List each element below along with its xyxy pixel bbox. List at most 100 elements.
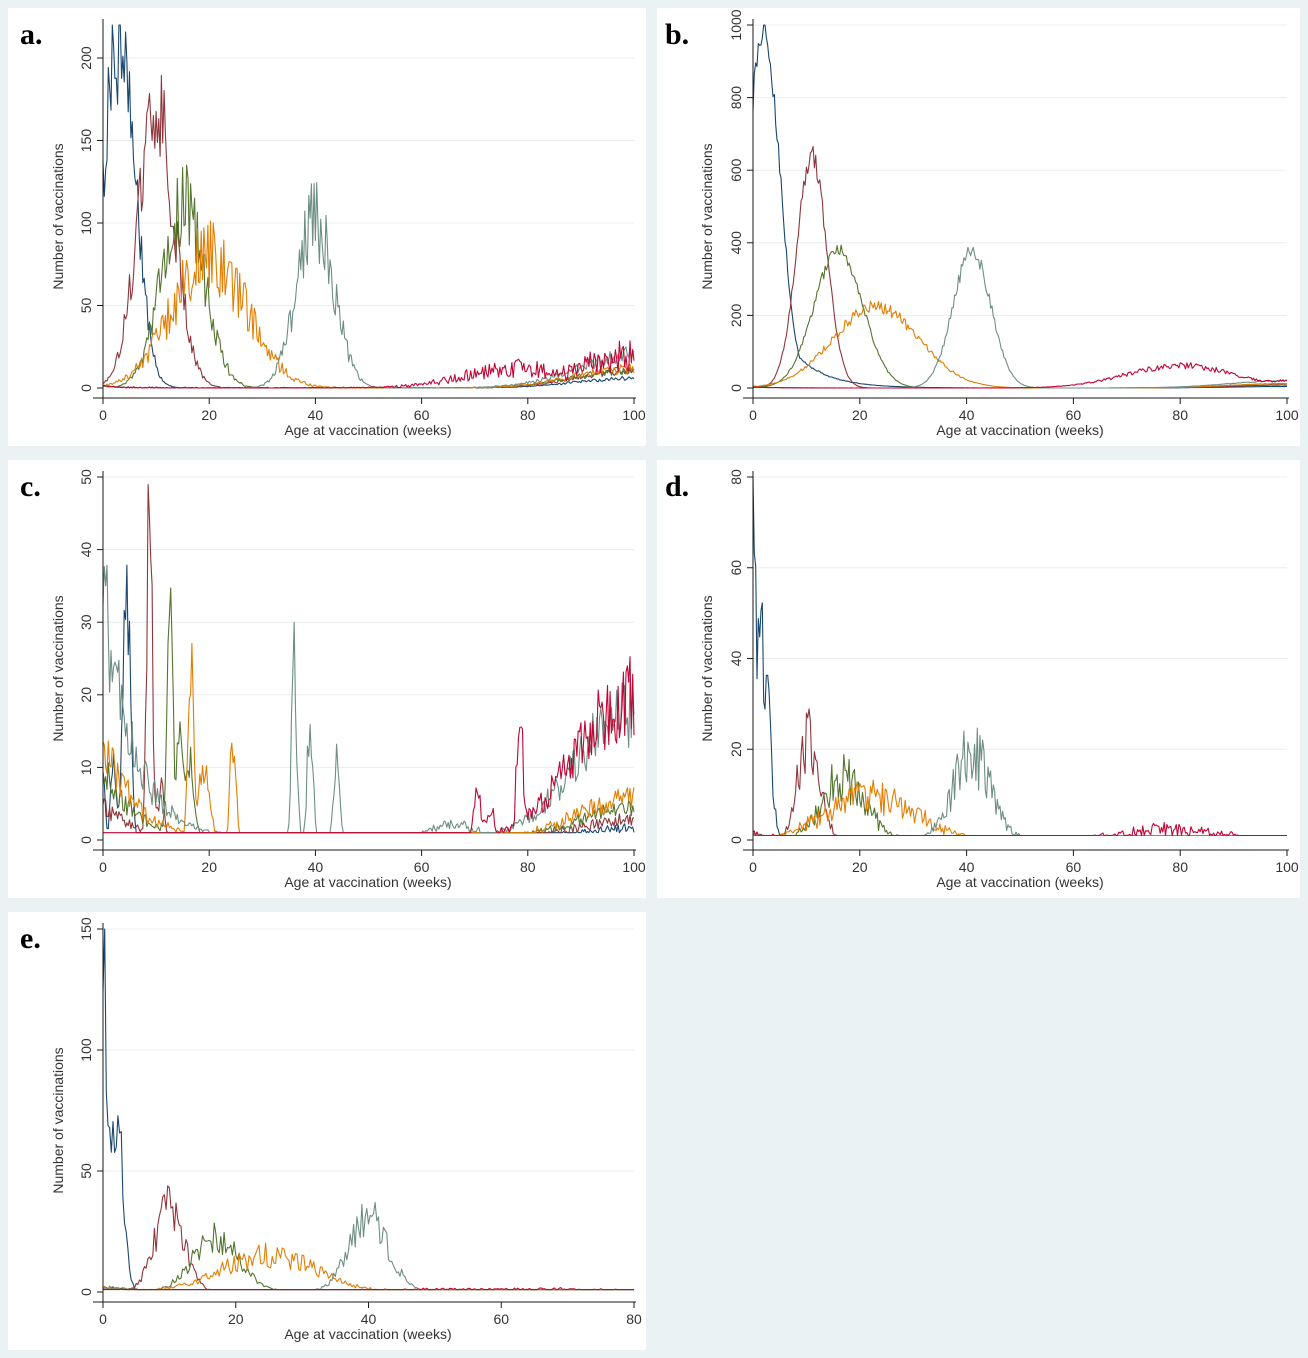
y-tick-label: 40 <box>728 651 744 667</box>
x-tick-label: 0 <box>749 859 757 875</box>
series-line <box>752 24 1287 389</box>
y-tick-label: 0 <box>728 836 744 844</box>
x-tick-label: 100 <box>622 859 646 875</box>
x-tick-label: 60 <box>414 407 430 423</box>
series-line <box>752 727 1287 837</box>
panel-label: d. <box>665 470 690 503</box>
series-line <box>752 754 1287 837</box>
y-axis-title: Number of vaccinations <box>50 595 66 741</box>
panel-label: e. <box>20 922 41 955</box>
series-line <box>752 362 1288 389</box>
y-tick-label: 60 <box>728 560 744 576</box>
y-tick-label: 800 <box>728 86 744 110</box>
series-line <box>753 244 1288 389</box>
x-tick-label: 80 <box>520 859 536 875</box>
x-tick-label: 0 <box>99 407 107 423</box>
series-line <box>102 1222 634 1291</box>
series-line <box>102 564 635 834</box>
panel-label: c. <box>20 470 41 503</box>
x-tick-label: 0 <box>99 859 107 875</box>
y-axis-title: Number of vaccinations <box>50 143 66 289</box>
x-tick-label: 60 <box>493 1311 509 1327</box>
panel-c: c. 0 10 20 30 40 50 0 20 40 60 80 100 Age at vaccina… <box>8 460 646 898</box>
series-line <box>753 145 1288 389</box>
y-tick-label: 10 <box>78 759 94 775</box>
x-tick-label: 20 <box>852 859 868 875</box>
series-line <box>102 564 635 834</box>
chart-d: 0 20 40 60 80 0 20 40 60 80 100 Age at vaccination … <box>699 469 1299 890</box>
x-tick-label: 80 <box>520 407 536 423</box>
panel-d: d. 0 20 40 60 80 0 20 40 60 80 100 Age at vaccinati… <box>657 460 1300 898</box>
y-tick-label: 30 <box>78 614 94 630</box>
x-tick-label: 60 <box>1066 407 1082 423</box>
x-tick-label: 20 <box>228 1311 244 1327</box>
x-tick-label: 20 <box>201 407 217 423</box>
x-tick-label: 100 <box>1275 859 1299 875</box>
x-axis-title: Age at vaccination (weeks) <box>936 422 1103 438</box>
y-tick-label: 0 <box>728 384 744 392</box>
series-line <box>102 483 635 834</box>
y-tick-label: 150 <box>78 129 94 153</box>
x-axis-title: Age at vaccination (weeks) <box>936 874 1103 890</box>
x-tick-label: 20 <box>852 407 868 423</box>
y-tick-label: 40 <box>78 542 94 558</box>
x-tick-label: 60 <box>1066 859 1082 875</box>
series-line <box>102 74 635 389</box>
x-axis-title: Age at vaccination (weeks) <box>284 874 451 890</box>
panel-label: a. <box>20 18 43 51</box>
series-line <box>753 246 1288 389</box>
chart-e: 0 50 100 150 0 20 40 60 80 Age at vaccination (we… <box>50 917 642 1342</box>
x-axis-title: Age at vaccination (weeks) <box>284 1326 451 1342</box>
x-tick-label: 40 <box>959 407 975 423</box>
x-tick-label: 80 <box>626 1311 642 1327</box>
x-tick-label: 40 <box>959 859 975 875</box>
series-line <box>102 1185 634 1291</box>
y-tick-label: 20 <box>728 741 744 757</box>
series-line <box>752 822 1287 837</box>
x-tick-label: 0 <box>749 407 757 423</box>
y-tick-label: 50 <box>78 1163 94 1179</box>
y-tick-label: 20 <box>78 687 94 703</box>
chart-c: 0 10 20 30 40 50 0 20 40 60 80 100 Age at vaccinatio… <box>50 469 646 890</box>
y-tick-label: 0 <box>78 384 94 392</box>
series-line <box>102 340 635 389</box>
y-axis-title: Number of vaccinations <box>699 595 715 741</box>
panel-b: b. 0 200 400 600 800 1000 0 20 40 60 80 100 Age at v… <box>657 8 1300 446</box>
chart-a: 0 50 100 150 200 0 20 40 60 80 100 Age at vaccinati… <box>50 19 646 438</box>
series-line <box>102 220 635 389</box>
y-tick-label: 100 <box>78 211 94 235</box>
y-tick-label: 100 <box>78 1038 94 1062</box>
panel-e: e. 0 50 100 150 0 20 40 60 80 Age at vaccination … <box>8 912 646 1350</box>
series-line <box>102 642 635 834</box>
series-line <box>102 587 635 834</box>
x-tick-label: 100 <box>622 407 646 423</box>
y-tick-label: 400 <box>728 231 744 255</box>
series-line <box>103 1287 634 1291</box>
series-line <box>752 476 1287 837</box>
y-tick-label: 80 <box>728 469 744 485</box>
y-axis-title: Number of vaccinations <box>699 143 715 289</box>
x-tick-label: 80 <box>1172 407 1188 423</box>
x-tick-label: 40 <box>308 859 324 875</box>
panel-a: a. 0 50 100 150 200 0 20 40 60 80 100 Age at vaccin… <box>8 8 646 446</box>
x-tick-label: 40 <box>361 1311 377 1327</box>
y-tick-label: 50 <box>78 298 94 314</box>
x-tick-label: 20 <box>201 859 217 875</box>
y-tick-label: 150 <box>78 917 94 941</box>
series-line <box>103 656 635 834</box>
series-line <box>102 928 634 1291</box>
x-tick-label: 0 <box>99 1311 107 1327</box>
x-axis-title: Age at vaccination (weeks) <box>284 422 451 438</box>
y-tick-label: 200 <box>728 304 744 328</box>
series-line <box>752 300 1288 389</box>
x-tick-label: 60 <box>414 859 430 875</box>
y-tick-label: 200 <box>78 46 94 70</box>
chart-b: 0 200 400 600 800 1000 0 20 40 60 80 100 Age at vacc… <box>699 9 1299 438</box>
y-tick-label: 50 <box>78 469 94 485</box>
y-tick-label: 0 <box>78 1288 94 1296</box>
series-line <box>102 24 635 389</box>
y-tick-label: 0 <box>78 836 94 844</box>
x-tick-label: 100 <box>1275 407 1299 423</box>
x-tick-label: 80 <box>1172 859 1188 875</box>
